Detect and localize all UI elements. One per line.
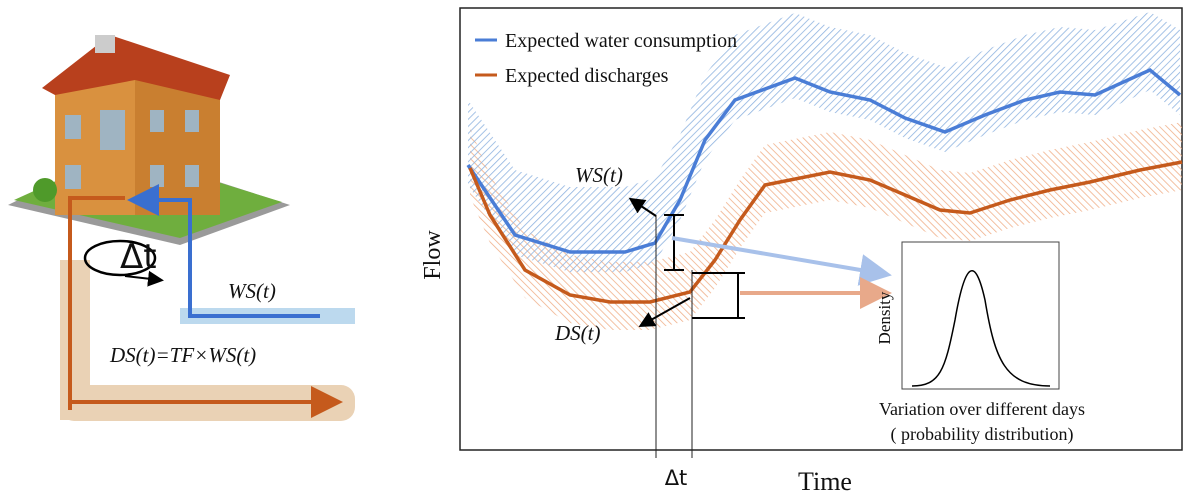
delta-label: Δt (120, 237, 157, 277)
inset-frame (901, 241, 1060, 390)
ds-label: DS(t) (554, 321, 601, 345)
delta-label: Δt (665, 466, 688, 490)
legend-label: Expected water consumption (505, 30, 737, 52)
flow-lines (466, 67, 1183, 304)
x-axis-label: Time (798, 467, 852, 495)
ws-label: WS(t) (575, 163, 623, 187)
inset-y-label: Density (875, 291, 894, 344)
y-axis-label: Flow (420, 230, 446, 280)
discharge-band (470, 122, 1182, 330)
consumption-line (466, 67, 1182, 254)
supply-label: WS(t) (228, 279, 276, 303)
inset-caption: Variation over different days (879, 399, 1085, 419)
discharge-label: DS(t)=TF×WS(t) (109, 343, 256, 367)
annotations (628, 197, 892, 458)
density-curve (911, 270, 1051, 387)
plot-frame (459, 7, 1183, 451)
discharge-line (468, 160, 1183, 304)
pipe-flows (68, 184, 343, 418)
inset-caption: ( probability distribution) (891, 424, 1074, 445)
legend-label: Expected discharges (505, 65, 669, 87)
